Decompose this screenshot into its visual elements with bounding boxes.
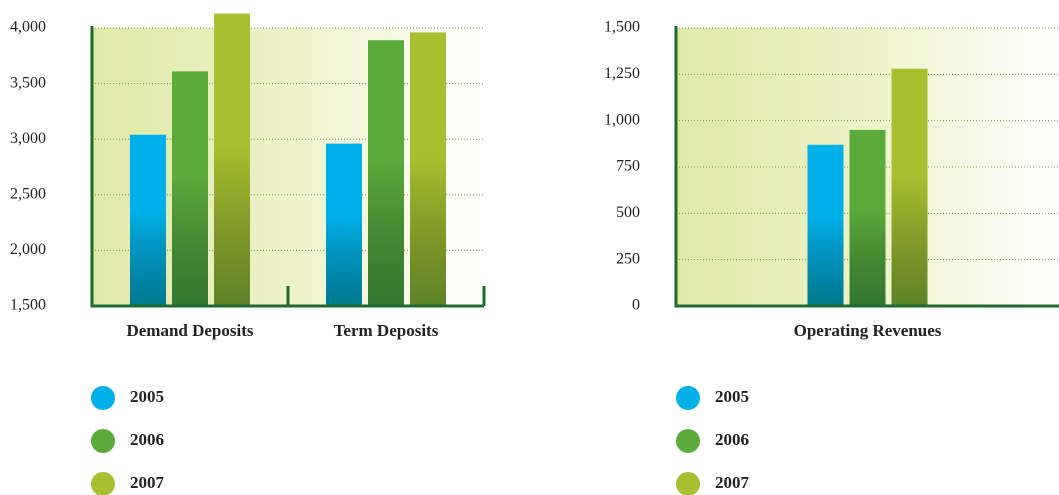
- legend-swatch: [91, 386, 115, 410]
- y-tick-label: 750: [616, 158, 640, 175]
- bar-shade: [410, 32, 446, 306]
- legend-swatch: [91, 429, 115, 453]
- y-tick-label: 1,500: [10, 297, 46, 314]
- legend-label: 2005: [130, 387, 164, 406]
- legend-label: 2007: [130, 473, 165, 492]
- legend-swatch: [676, 429, 700, 453]
- y-tick-label: 500: [616, 204, 640, 221]
- y-tick-label: 2,000: [10, 241, 46, 258]
- legend-swatch: [91, 472, 115, 495]
- x-tick-label: Term Deposits: [334, 321, 439, 340]
- legend-label: 2006: [130, 430, 164, 449]
- bar-shade: [807, 144, 844, 306]
- legend-label: 2006: [715, 430, 749, 449]
- y-tick-label: 4,000: [10, 19, 46, 36]
- x-tick-label: Operating Revenues: [794, 321, 942, 340]
- y-tick-label: 1,500: [604, 19, 640, 36]
- y-tick-label: 0: [632, 297, 640, 314]
- x-tick-label: Demand Deposits: [126, 321, 253, 340]
- bar-shade: [172, 71, 208, 306]
- y-tick-label: 250: [616, 250, 640, 267]
- legend-swatch: [676, 472, 700, 495]
- bar-shade: [849, 129, 886, 306]
- bar-shade: [891, 68, 928, 306]
- bar-shade: [368, 40, 404, 307]
- y-tick-label: 1,250: [604, 65, 640, 82]
- legend-swatch: [676, 386, 700, 410]
- y-tick-label: 3,500: [10, 74, 46, 91]
- legend-label: 2007: [715, 473, 750, 492]
- bar-shade: [130, 134, 166, 306]
- y-tick-label: 3,000: [10, 130, 46, 147]
- y-tick-label: 2,500: [10, 185, 46, 202]
- bar-shade: [326, 143, 362, 306]
- bar-shade: [214, 13, 250, 306]
- y-tick-label: 1,000: [604, 111, 640, 128]
- legend-label: 2005: [715, 387, 749, 406]
